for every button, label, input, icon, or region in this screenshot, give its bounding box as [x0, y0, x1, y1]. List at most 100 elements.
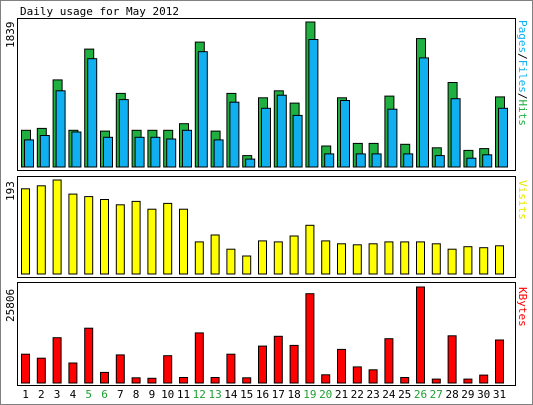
visits-bar: [400, 241, 410, 275]
x-tick-label: 10: [161, 388, 174, 401]
files-bar: [103, 136, 113, 168]
x-tick-label: 12: [193, 388, 206, 401]
kbytes-bar: [242, 377, 252, 384]
visits-bar: [210, 234, 220, 275]
legend-kbytes: KBytes: [516, 287, 529, 327]
x-tick-label: 29: [461, 388, 474, 401]
kbytes-bar: [289, 344, 299, 384]
kbytes-bar: [21, 353, 30, 384]
files-bar: [308, 39, 319, 168]
files-bar: [245, 158, 256, 168]
kbytes-bar: [226, 353, 236, 384]
kbytes-bar: [495, 339, 504, 384]
visits-bar: [368, 243, 378, 275]
kbytes-bar: [36, 357, 46, 384]
x-tick-label: 30: [477, 388, 490, 401]
visits-bar: [258, 240, 267, 275]
kbytes-bar: [273, 335, 283, 384]
files-bar: [419, 57, 429, 168]
kbytes-bar: [368, 369, 378, 384]
visits-bar: [21, 188, 30, 275]
files-bar: [118, 99, 129, 168]
files-bar: [39, 135, 50, 168]
files-bar: [324, 153, 335, 168]
files-bar: [71, 131, 82, 168]
files-bar: [134, 136, 145, 168]
kbytes-bar: [416, 286, 425, 384]
files-bar: [387, 108, 398, 168]
x-tick-label: 19: [303, 388, 316, 401]
hits-ymax-label: 1839: [4, 22, 17, 49]
visits-bar: [242, 255, 252, 275]
kbytes-bar: [463, 378, 473, 384]
files-bar: [213, 139, 224, 168]
legend-hits: Hits: [516, 100, 529, 127]
files-bar: [434, 155, 445, 168]
files-bar: [150, 136, 161, 168]
x-tick-label: 6: [101, 388, 108, 401]
x-tick-label: 1: [22, 388, 29, 401]
kbytes-bar: [431, 378, 441, 384]
kbytes-bar: [258, 345, 267, 384]
files-bar: [197, 51, 208, 168]
visits-bar: [226, 248, 236, 275]
kbytes-bar: [194, 332, 204, 384]
visits-bar: [352, 244, 362, 275]
files-bar: [276, 94, 287, 168]
visits-bar: [68, 193, 78, 275]
x-tick-label: 27: [430, 388, 443, 401]
x-tick-label: 8: [133, 388, 140, 401]
files-bar: [450, 98, 461, 168]
files-bar: [403, 153, 414, 168]
x-tick-label: 7: [117, 388, 124, 401]
x-tick-label: 26: [414, 388, 427, 401]
x-tick-label: 22: [351, 388, 364, 401]
visits-bar: [84, 196, 94, 275]
visits-bar: [495, 245, 504, 275]
files-bar: [229, 101, 240, 168]
kbytes-bar: [337, 348, 346, 384]
legend-sep1: /: [516, 53, 529, 60]
legend-sep2: /: [516, 93, 529, 100]
legend-pages: Pages: [516, 20, 529, 53]
kbytes-bar: [131, 377, 141, 384]
kbytes-bar: [147, 377, 157, 384]
visits-bar: [337, 243, 346, 275]
visits-bar: [179, 208, 188, 275]
kbytes-bar: [305, 293, 315, 384]
visits-bar: [273, 241, 283, 275]
x-tick-label: 23: [366, 388, 379, 401]
files-bar: [371, 153, 382, 168]
visits-bar: [36, 185, 46, 275]
files-bar: [166, 138, 177, 168]
kbytes-bar: [100, 371, 109, 384]
visits-bar: [321, 240, 331, 275]
x-tick-label: 11: [177, 388, 190, 401]
files-bar: [466, 157, 477, 168]
x-tick-label: 4: [70, 388, 77, 401]
kbytes-bar: [384, 338, 394, 384]
x-tick-label: 9: [149, 388, 156, 401]
visits-bar: [479, 247, 489, 275]
visits-bar: [305, 224, 315, 275]
kbytes-bar: [179, 377, 188, 384]
visits-bar: [115, 204, 125, 275]
visits-bar: [463, 246, 473, 275]
files-bar: [498, 107, 508, 168]
x-tick-label: 21: [335, 388, 348, 401]
files-bar: [182, 129, 192, 168]
x-tick-label: 16: [256, 388, 269, 401]
kbytes-bar: [479, 374, 489, 384]
kbytes-bar: [84, 327, 94, 384]
x-tick-label: 25: [398, 388, 411, 401]
x-tick-label: 28: [445, 388, 458, 401]
files-bar: [482, 154, 493, 168]
legend-visits: Visits: [516, 180, 529, 220]
visits-bar: [447, 248, 457, 275]
chart-bars: [21, 21, 508, 384]
visits-bar: [289, 235, 299, 275]
kbytes-bar: [115, 354, 125, 384]
x-tick-label: 20: [319, 388, 332, 401]
